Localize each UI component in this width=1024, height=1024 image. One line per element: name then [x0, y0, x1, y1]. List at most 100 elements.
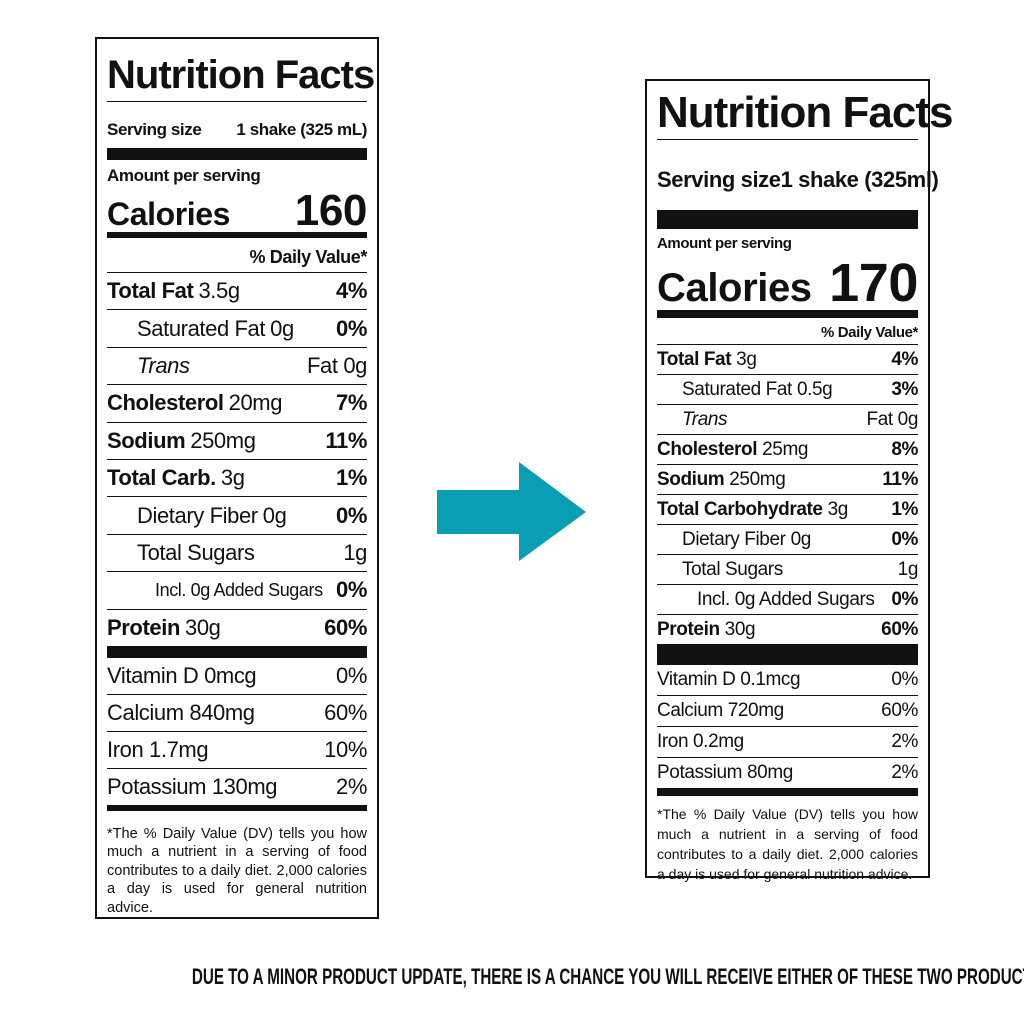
nutrient-name: Total Fat [657, 348, 732, 370]
thick-rule [107, 148, 367, 160]
thick-rule [107, 645, 367, 658]
vitamin-row: Iron 0.2mg 2% [657, 726, 918, 757]
footnote: *The % Daily Value (DV) tells you how mu… [657, 806, 918, 882]
nutrient-dv: 3% [891, 378, 918, 400]
nutrient-dv: 0% [336, 502, 367, 528]
nutrition-label-new: Nutrition Facts Serving size 1 shake (325m… [645, 79, 953, 882]
thick-rule [657, 210, 918, 229]
nutrient-dv: 1% [891, 498, 918, 520]
nutrient-amount: 3g [220, 465, 245, 491]
nutrient-dv: 0% [891, 588, 918, 610]
nutrient-row: Total Sugars 1g [657, 554, 918, 584]
serving-value: 1 shake (325ml) [780, 167, 939, 192]
nutrient-name: Dietary Fiber [137, 502, 258, 528]
vitamin-dv: 2% [891, 762, 918, 783]
vitamin-dv: 60% [324, 699, 367, 725]
nutrient-row: Dietary Fiber 0g 0% [107, 496, 367, 533]
label-title: Nutrition Facts [657, 87, 953, 140]
vitamin-dv: 2% [891, 731, 918, 752]
vitamin-row: Iron 1.7mg 10% [107, 730, 367, 768]
nutrient-name: Cholesterol [107, 390, 224, 416]
nutrient-amount: 0g [270, 315, 294, 341]
nutrient-dv: 4% [336, 278, 367, 304]
nutrient-row: Sodium 250mg 11% [657, 464, 918, 494]
nutrient-row: Sodium 250mg 11% [107, 421, 367, 459]
vitamin-name: Calcium 840mg [107, 699, 255, 725]
nutrient-row: Trans Fat 0g [657, 404, 918, 434]
serving-size: Serving size 1 shake (325ml) [657, 140, 939, 210]
nutrient-row: Protein 30g 60% [657, 614, 918, 644]
vitamin-name: Vitamin D 0mcg [107, 662, 257, 688]
nutrient-amount: 0g [790, 528, 812, 550]
daily-value-header: % Daily Value* [107, 238, 367, 273]
footer-note: DUE TO A MINOR PRODUCT UPDATE, THERE IS … [0, 964, 1024, 990]
nutrient-amount: 1g [343, 539, 367, 565]
nutrient-dv: 7% [336, 390, 367, 416]
nutrient-row: Total Carbohydrate 3g 1% [657, 494, 918, 524]
nutrient-dv: 11% [882, 468, 918, 490]
vitamin-name: Calcium 720mg [657, 700, 784, 721]
medium-rule [107, 804, 367, 811]
serving-label: Serving size [107, 120, 202, 139]
medium-rule [657, 310, 918, 318]
medium-rule [657, 788, 918, 796]
nutrient-dv: 0% [336, 577, 367, 603]
vitamin-rows: Vitamin D 0mcg 0% Calcium 840mg 60% Iron 1.7… [107, 658, 367, 805]
nutrient-name: Total Fat [107, 278, 194, 304]
nutrient-dv: 1% [336, 465, 367, 491]
vitamin-row: Potassium 130mg 2% [107, 767, 367, 805]
footnote: *The % Daily Value (DV) tells you how mu… [107, 825, 367, 916]
label-title: Nutrition Facts [107, 49, 375, 102]
nutrient-name: Cholesterol [657, 438, 758, 460]
nutrient-row: Incl. 0g Added Sugars 0% [657, 584, 918, 614]
vitamin-name: Vitamin D 0.1mcg [657, 669, 801, 690]
nutrient-name: Trans [137, 352, 190, 378]
nutrient-row: Saturated Fat 0g 0% [107, 309, 367, 346]
vitamin-row: Calcium 840mg 60% [107, 693, 367, 731]
amount-per-serving: Amount per serving [107, 166, 261, 185]
vitamin-name: Potassium 80mg [657, 762, 793, 783]
nutrient-row: Total Carb. 3g 1% [107, 458, 367, 496]
vitamin-row: Calcium 720mg 60% [657, 695, 918, 726]
nutrient-row: Saturated Fat 0.5g 3% [657, 374, 918, 404]
nutrient-name: Protein [107, 614, 180, 640]
serving-value: 1 shake (325 mL) [236, 120, 367, 139]
vitamin-rows: Vitamin D 0.1mcg 0% Calcium 720mg 60% Iron 0… [657, 665, 918, 788]
nutrient-dv: 11% [325, 427, 367, 453]
nutrient-dv: 0% [891, 528, 918, 550]
nutrient-amount: 250mg [190, 427, 256, 453]
nutrient-dv: 60% [881, 618, 918, 640]
serving-label: Serving size [657, 167, 781, 192]
vitamin-name: Iron 1.7mg [107, 736, 209, 762]
vitamin-dv: 10% [324, 736, 367, 762]
nutrient-row: Total Sugars 1g [107, 533, 367, 571]
nutrient-amount: 25mg [762, 438, 809, 460]
nutrient-row: Trans Fat 0g [107, 346, 367, 384]
nutrient-amount: 3g [736, 348, 757, 370]
nutrient-dv: 60% [324, 614, 367, 640]
nutrient-dv: 0% [336, 315, 367, 341]
nutrient-amount: 0.5g [796, 378, 833, 400]
nutrient-amount: 0g [262, 502, 287, 528]
nutrient-amount: 30g [724, 618, 756, 640]
amount-per-serving: Amount per serving [657, 235, 792, 252]
nutrient-name: Incl. 0g Added Sugars [697, 588, 875, 610]
vitamin-name: Potassium 130mg [107, 773, 278, 799]
nutrient-amount: 20mg [228, 390, 283, 416]
calories-value: 170 [829, 253, 918, 313]
nutrient-name: Saturated Fat [682, 378, 792, 400]
vitamin-row: Vitamin D 0mcg 0% [107, 658, 367, 694]
vitamin-dv: 60% [881, 700, 918, 721]
thick-rule [657, 644, 918, 665]
nutrient-amount: 1g [897, 558, 919, 580]
nutrient-name: Saturated Fat [137, 315, 266, 341]
nutrient-name: Total Sugars [682, 558, 783, 580]
arrow-shape [437, 462, 586, 561]
vitamin-dv: 2% [336, 773, 367, 799]
daily-value-header: % Daily Value* [657, 318, 918, 345]
nutrient-name: Sodium [107, 427, 186, 453]
nutrient-amount: 30g [185, 614, 221, 640]
vitamin-name: Iron 0.2mg [657, 731, 744, 752]
nutrient-row: Total Fat 3.5g 4% [107, 273, 367, 309]
